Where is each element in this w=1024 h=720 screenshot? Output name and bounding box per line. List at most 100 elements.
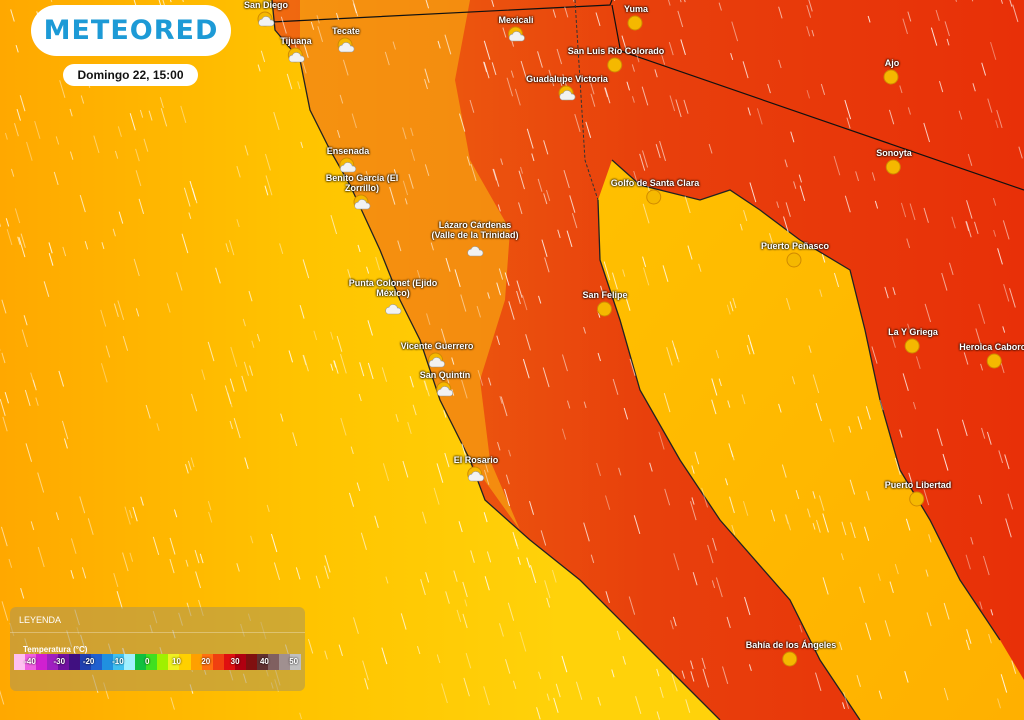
scale-swatch: [234, 654, 246, 670]
cloud-icon: [467, 246, 484, 257]
temperature-scale-ticks: -40 -30 -20 -10 0 10 20 30 40 50: [14, 654, 301, 670]
city-marker[interactable]: Sonoyta: [876, 148, 912, 175]
city-name: Vicente Guerrero: [400, 341, 474, 351]
partly-cloudy-icon: [558, 85, 576, 101]
partly-cloudy-icon: [287, 47, 305, 63]
sun-icon: [883, 69, 899, 85]
scale-swatch: [69, 654, 81, 670]
scale-swatch: [14, 654, 26, 670]
coastal-warm-band: [300, 0, 520, 530]
partly-cloudy-icon: [257, 11, 275, 27]
scale-swatch: [80, 654, 92, 670]
scale-swatch: [157, 654, 169, 670]
city-marker[interactable]: Benito García (El Zorrillo): [317, 173, 407, 210]
city-marker[interactable]: El Rosario: [453, 455, 499, 482]
border-line: [271, 0, 1024, 191]
sun-icon: [904, 338, 920, 354]
city-marker[interactable]: San Luis Río Colorado: [567, 46, 665, 73]
scale-swatch: [91, 654, 103, 670]
city-name: Mexicali: [498, 15, 534, 25]
partly-cloudy-icon: [353, 194, 371, 210]
city-marker[interactable]: San Felipe: [582, 290, 628, 317]
logo-text: METEORED: [43, 15, 219, 46]
scale-tick-label: -40: [24, 657, 36, 666]
city-marker[interactable]: San Diego: [244, 0, 288, 27]
city-marker[interactable]: La Y Griega: [888, 327, 938, 354]
city-marker[interactable]: Tecate: [332, 26, 360, 53]
city-name: El Rosario: [453, 455, 499, 465]
partly-cloudy-icon: [337, 37, 355, 53]
legend-divider: [10, 632, 305, 633]
city-marker[interactable]: Punta Colonet (Ejido México): [348, 278, 438, 315]
city-name: San Felipe: [582, 290, 628, 300]
sun-icon: [986, 353, 1002, 369]
sun-icon: [607, 57, 623, 73]
city-name: Heroica Caborca: [959, 342, 1024, 352]
city-marker[interactable]: Ajo: [882, 58, 902, 85]
scale-swatch: [212, 654, 224, 670]
gulf-of-california: [598, 160, 1024, 720]
scale-tick-label: 50: [289, 657, 299, 666]
city-name: Puerto Peñasco: [760, 241, 830, 251]
city-name: Bahía de los Ángeles: [745, 640, 837, 650]
sun-icon: [885, 159, 901, 175]
partly-cloudy-icon: [428, 352, 446, 368]
scale-swatch: [190, 654, 202, 670]
scale-swatch: [168, 654, 180, 670]
scale-swatch: [47, 654, 59, 670]
scale-swatch: [113, 654, 125, 670]
partly-cloudy-icon: [436, 381, 454, 397]
scale-tick-label: 0: [144, 657, 150, 666]
scale-swatch: [102, 654, 114, 670]
city-name: San Quintín: [419, 370, 471, 380]
city-marker[interactable]: Yuma: [624, 4, 648, 31]
city-name: Sonoyta: [876, 148, 912, 158]
meteored-logo[interactable]: METEORED: [31, 5, 231, 56]
city-marker[interactable]: Heroica Caborca: [959, 342, 1024, 369]
sun-icon: [786, 252, 802, 268]
partly-cloudy-icon: [507, 26, 525, 42]
sun-icon: [596, 301, 612, 317]
city-marker[interactable]: Golfo de Santa Clara: [610, 178, 700, 205]
city-name: Ajo: [884, 58, 900, 68]
scale-swatch: [135, 654, 147, 670]
city-marker[interactable]: Puerto Peñasco: [761, 241, 829, 268]
legend-title: LEYENDA: [19, 615, 62, 625]
city-marker[interactable]: Tijuana: [280, 36, 312, 63]
city-name: Yuma: [623, 4, 649, 14]
scale-tick-label: 10: [172, 657, 181, 666]
city-marker[interactable]: Guadalupe Victoria: [526, 74, 608, 101]
city-marker[interactable]: Puerto Libertad: [885, 480, 951, 507]
city-marker[interactable]: San Quintín: [419, 370, 471, 397]
scale-swatch: [58, 654, 70, 670]
city-name: La Y Griega: [888, 327, 938, 337]
scale-swatch: [25, 654, 37, 670]
coastline: [271, 0, 1001, 720]
city-marker[interactable]: Lázaro Cárdenas (Valle de la Trinidad): [430, 220, 520, 257]
forecast-datetime[interactable]: Domingo 22, 15:00: [63, 64, 198, 86]
scale-swatch: [146, 654, 158, 670]
scale-tick-label: -30: [53, 657, 66, 666]
city-marker[interactable]: Ensenada: [327, 146, 369, 173]
city-name: Guadalupe Victoria: [526, 74, 608, 84]
city-name: Golfo de Santa Clara: [610, 178, 700, 188]
sun-icon: [627, 15, 643, 31]
city-marker[interactable]: Mexicali: [498, 15, 534, 42]
partly-cloudy-icon: [339, 157, 357, 173]
city-marker[interactable]: Vicente Guerrero: [400, 341, 474, 368]
scale-swatch: [289, 654, 301, 670]
cloud-icon: [385, 304, 402, 315]
city-name: Lázaro Cárdenas (Valle de la Trinidad): [431, 220, 519, 240]
scale-swatch: [267, 654, 279, 670]
scale-tick-label: -10: [112, 657, 124, 666]
scale-swatch: [223, 654, 235, 670]
scale-tick-label: 40: [259, 657, 269, 666]
sun-icon: [782, 651, 798, 667]
legend-variable: Temperatura (°C): [23, 645, 88, 654]
scale-swatch: [256, 654, 268, 670]
city-marker[interactable]: Bahía de los Ángeles: [745, 640, 837, 667]
scale-swatch: [36, 654, 48, 670]
city-name: San Luis Río Colorado: [567, 46, 665, 56]
